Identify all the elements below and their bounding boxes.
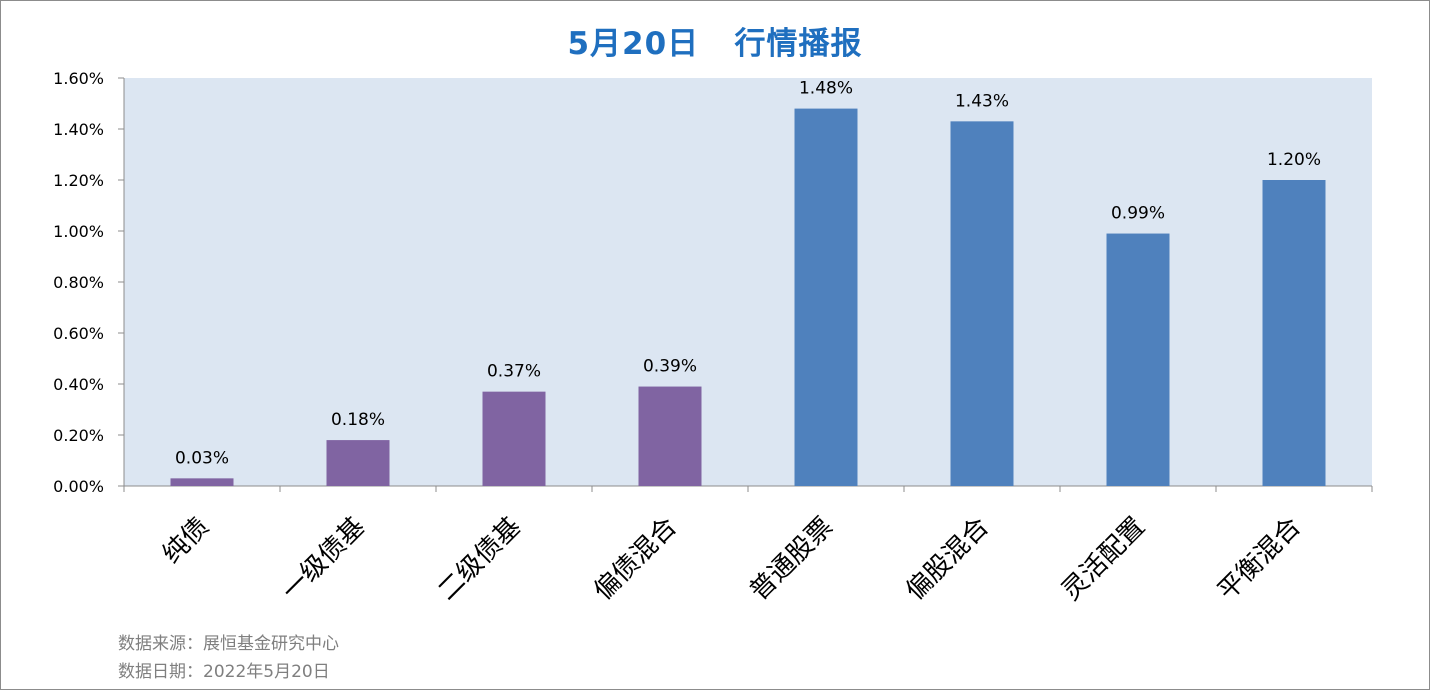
y-tick-label: 0.80% <box>53 273 104 292</box>
bar <box>170 478 234 486</box>
x-category-label: 纯债 <box>157 512 215 570</box>
data-date-note: 数据日期：2022年5月20日 <box>118 662 330 682</box>
x-category-label: 平衡混合 <box>1212 512 1307 607</box>
bar <box>1262 180 1326 486</box>
data-label: 0.03% <box>175 448 229 468</box>
y-tick-label: 0.60% <box>53 324 104 343</box>
y-tick-label: 0.00% <box>53 477 104 496</box>
bar <box>326 440 390 486</box>
x-category-label: 一级债基 <box>276 512 371 607</box>
bar <box>950 121 1014 486</box>
data-label: 0.37% <box>487 362 541 382</box>
y-tick-label: 1.40% <box>53 120 104 139</box>
data-label: 1.20% <box>1267 150 1321 170</box>
x-category-label: 普通股票 <box>744 512 839 607</box>
bar <box>638 386 702 486</box>
data-label: 0.99% <box>1111 204 1165 224</box>
data-label: 1.48% <box>799 79 853 99</box>
y-tick-label: 0.40% <box>53 375 104 394</box>
x-category-label: 灵活配置 <box>1056 512 1151 607</box>
plot-area <box>124 78 1372 486</box>
bar <box>1106 233 1170 486</box>
x-category-label: 偏股混合 <box>900 512 995 607</box>
y-tick-label: 1.00% <box>53 222 104 241</box>
chart-title: 5月20日 行情播报 <box>567 26 863 62</box>
data-label: 0.39% <box>643 357 697 377</box>
data-label: 1.43% <box>955 91 1009 111</box>
y-tick-label: 1.60% <box>53 69 104 88</box>
bar <box>794 108 858 486</box>
y-tick-label: 0.20% <box>53 426 104 445</box>
data-source-note: 数据来源：展恒基金研究中心 <box>118 634 339 654</box>
bar <box>482 391 546 486</box>
data-label: 0.18% <box>331 410 385 430</box>
x-category-label: 二级债基 <box>432 512 527 607</box>
y-tick-label: 1.20% <box>53 171 104 190</box>
x-category-label: 偏债混合 <box>588 512 683 607</box>
